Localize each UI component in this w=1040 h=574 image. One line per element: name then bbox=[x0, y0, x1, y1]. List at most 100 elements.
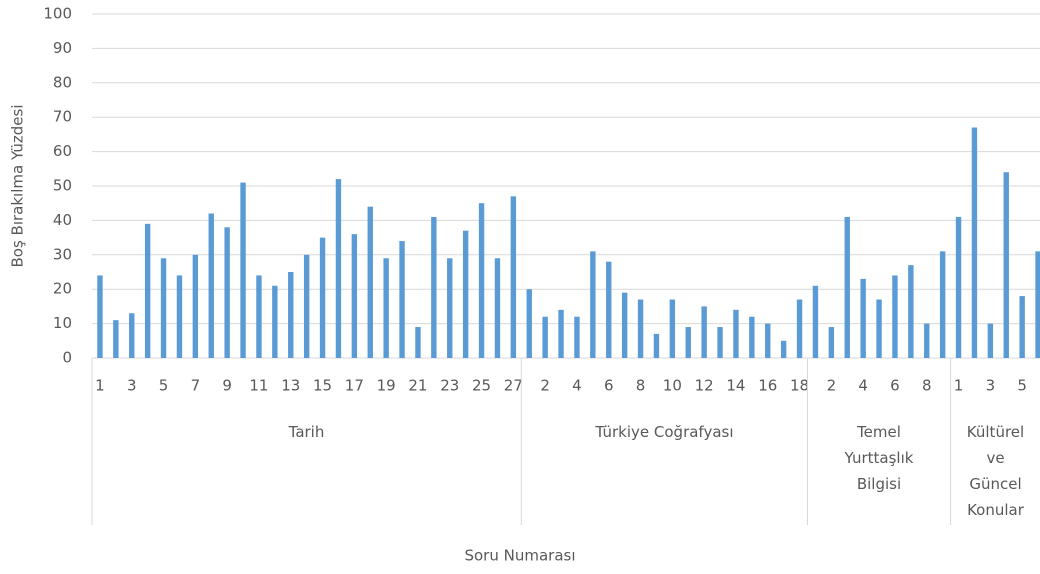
y-tick-label: 20 bbox=[53, 280, 72, 298]
bar bbox=[653, 333, 660, 358]
bar bbox=[303, 254, 310, 358]
x-axis-title: Soru Numarası bbox=[464, 547, 575, 565]
bar bbox=[939, 251, 946, 358]
bar bbox=[240, 182, 246, 358]
bar bbox=[224, 227, 230, 358]
x-tick-label: 3 bbox=[127, 377, 137, 395]
bar bbox=[478, 203, 485, 358]
bar bbox=[701, 306, 707, 358]
bar bbox=[542, 316, 548, 358]
x-tick-label: 1 bbox=[95, 377, 105, 395]
bar bbox=[160, 258, 167, 358]
bar bbox=[987, 323, 994, 358]
x-tick-label: 23 bbox=[440, 377, 459, 395]
y-tick-label: 70 bbox=[53, 108, 72, 126]
bar bbox=[796, 299, 803, 358]
bar bbox=[383, 258, 389, 358]
x-tick-label: 12 bbox=[695, 377, 714, 395]
x-tick-label: 7 bbox=[191, 377, 201, 395]
bar bbox=[462, 230, 469, 358]
bar bbox=[621, 292, 628, 358]
bar bbox=[1003, 172, 1009, 358]
y-tick-label: 90 bbox=[53, 39, 72, 57]
group-label: Türkiye Coğrafyası bbox=[595, 423, 734, 441]
bar bbox=[924, 323, 930, 358]
x-tick-label: 6 bbox=[604, 377, 614, 395]
x-tick-label: 1 bbox=[954, 377, 964, 395]
x-tick-label: 17 bbox=[345, 377, 364, 395]
group-label: Tarih bbox=[288, 423, 325, 441]
y-tick-label: 50 bbox=[53, 177, 72, 195]
bar bbox=[510, 196, 517, 358]
bar bbox=[272, 285, 278, 358]
bar bbox=[415, 327, 421, 358]
y-tick-label: 30 bbox=[53, 245, 72, 263]
y-tick-label: 100 bbox=[43, 5, 72, 23]
bar bbox=[176, 275, 183, 358]
bar bbox=[144, 223, 151, 358]
bar bbox=[192, 254, 199, 358]
bar bbox=[113, 320, 119, 358]
bar bbox=[955, 216, 962, 358]
bar bbox=[558, 309, 564, 358]
bar bbox=[447, 258, 453, 358]
group-label: Kültürel ve Güncel Konular bbox=[966, 423, 1025, 519]
bar bbox=[733, 309, 739, 358]
x-tick-label: 8 bbox=[922, 377, 932, 395]
x-tick-label: 9 bbox=[222, 377, 232, 395]
group-label: Temel Yurttaşlık Bilgisi bbox=[844, 423, 914, 493]
y-tick-label: 10 bbox=[53, 314, 72, 332]
x-tick-label: 15 bbox=[313, 377, 332, 395]
y-axis-title: Boş Bırakılma Yüzdesi bbox=[9, 104, 27, 267]
x-tick-label: 5 bbox=[1017, 377, 1027, 395]
x-tick-label: 5 bbox=[159, 377, 169, 395]
x-tick-label: 6 bbox=[890, 377, 900, 395]
bar bbox=[765, 323, 771, 358]
y-tick-label: 80 bbox=[53, 73, 72, 91]
bar bbox=[876, 299, 882, 358]
y-tick-label: 0 bbox=[62, 349, 72, 367]
x-tick-label: 4 bbox=[858, 377, 868, 395]
bar bbox=[780, 340, 787, 358]
bar bbox=[351, 234, 358, 358]
bar bbox=[335, 179, 342, 358]
bar bbox=[574, 316, 580, 358]
bar bbox=[288, 272, 294, 358]
x-tick-label: 11 bbox=[249, 377, 268, 395]
bar bbox=[1019, 296, 1025, 358]
bar bbox=[669, 299, 676, 358]
bar bbox=[828, 327, 835, 358]
bar bbox=[606, 261, 612, 358]
x-tick-label: 4 bbox=[572, 377, 582, 395]
bar bbox=[749, 316, 755, 358]
bar bbox=[717, 327, 723, 358]
bar bbox=[208, 213, 214, 358]
bar bbox=[908, 265, 914, 358]
x-tick-label: 2 bbox=[540, 377, 550, 395]
bar bbox=[590, 251, 596, 358]
bar bbox=[812, 285, 819, 358]
bar bbox=[431, 216, 437, 358]
x-tick-label: 25 bbox=[472, 377, 491, 395]
y-tick-label: 60 bbox=[53, 142, 72, 160]
bar bbox=[685, 327, 691, 358]
x-tick-label: 13 bbox=[281, 377, 300, 395]
bar bbox=[399, 241, 405, 358]
x-tick-label: 8 bbox=[636, 377, 646, 395]
x-tick-label: 18 bbox=[790, 377, 809, 395]
bar bbox=[637, 299, 644, 358]
x-tick-label: 2 bbox=[827, 377, 837, 395]
bar bbox=[892, 275, 898, 358]
bar bbox=[526, 289, 532, 358]
bar bbox=[1035, 251, 1040, 358]
bar bbox=[367, 206, 373, 358]
bar bbox=[97, 275, 103, 358]
x-tick-label: 10 bbox=[663, 377, 682, 395]
x-tick-label: 21 bbox=[408, 377, 427, 395]
bar bbox=[256, 275, 262, 358]
x-tick-label: 16 bbox=[758, 377, 777, 395]
x-tick-label: 14 bbox=[726, 377, 745, 395]
x-tick-label: 27 bbox=[504, 377, 523, 395]
